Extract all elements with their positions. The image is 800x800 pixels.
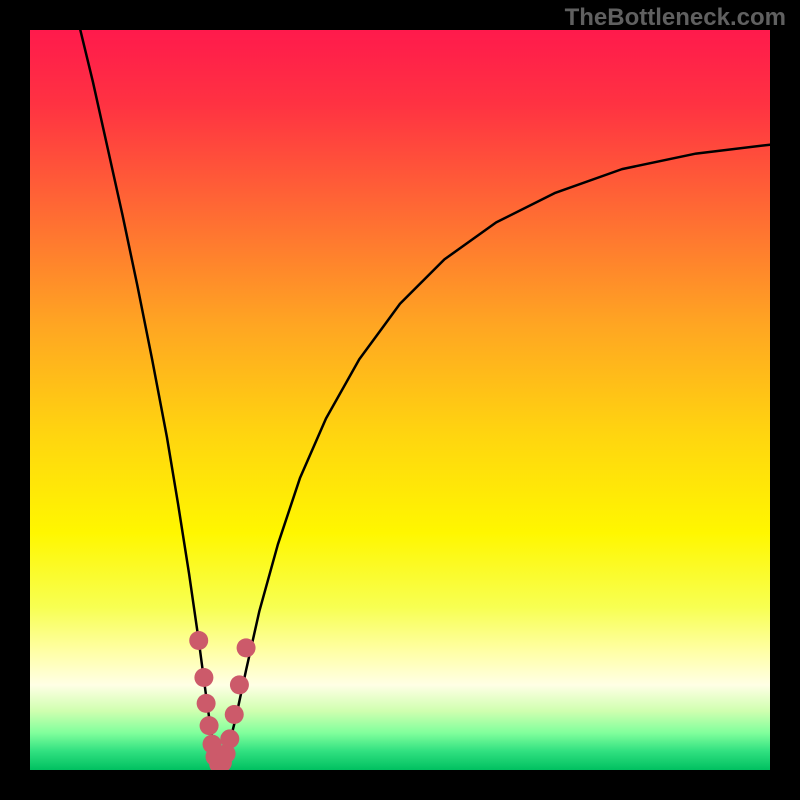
curve-marker bbox=[197, 694, 216, 713]
curve-marker bbox=[237, 638, 256, 657]
chart-container: TheBottleneck.com bbox=[0, 0, 800, 800]
curve-marker bbox=[230, 675, 249, 694]
plot-background-gradient bbox=[30, 30, 770, 770]
curve-marker bbox=[189, 631, 208, 650]
curve-marker bbox=[194, 668, 213, 687]
curve-marker bbox=[225, 705, 244, 724]
watermark-text: TheBottleneck.com bbox=[565, 4, 786, 32]
curve-marker bbox=[200, 716, 219, 735]
bottleneck-chart bbox=[0, 0, 800, 800]
curve-marker bbox=[220, 729, 239, 748]
